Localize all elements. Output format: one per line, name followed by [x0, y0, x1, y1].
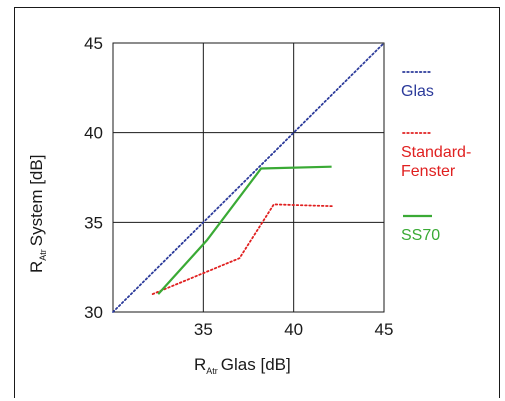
y-axis-label: RAtr System [dB]: [27, 155, 48, 273]
y-tick-label: 45: [84, 34, 103, 53]
y-tick-label: 30: [84, 303, 103, 322]
plot-border: [112, 42, 385, 313]
tick-labels: 35 40 45 30 35 40 45: [84, 34, 393, 339]
series-line-ss70: [157, 165, 332, 295]
x-tick-label: 35: [194, 320, 213, 339]
legend-label: SS70: [401, 227, 440, 244]
series-line-glas: [112, 42, 385, 313]
x-axis-label-main: R: [194, 355, 206, 374]
legend-label: Standard-Fenster: [401, 144, 471, 180]
y-axis-label-sub: Atr: [38, 249, 48, 261]
y-axis-label-main: R: [27, 261, 46, 273]
x-tick-label: 45: [375, 320, 394, 339]
chart-frame: [14, 7, 500, 398]
y-axis-label-rest: System [dB]: [27, 155, 46, 247]
grid: [112, 42, 385, 313]
legend-label: Glas: [401, 83, 434, 100]
x-axis-label-rest: Glas [dB]: [221, 355, 291, 374]
y-tick-label: 40: [84, 124, 103, 143]
series-line-standard: [151, 203, 335, 296]
legend: Glas Standard-Fenster SS70: [401, 71, 471, 244]
series-layer: [112, 42, 385, 313]
x-axis-label: RAtr Glas [dB]: [194, 355, 291, 376]
x-tick-label: 40: [284, 320, 303, 339]
y-tick-label: 35: [84, 213, 103, 232]
x-axis-label-sub: Atr: [206, 366, 218, 376]
